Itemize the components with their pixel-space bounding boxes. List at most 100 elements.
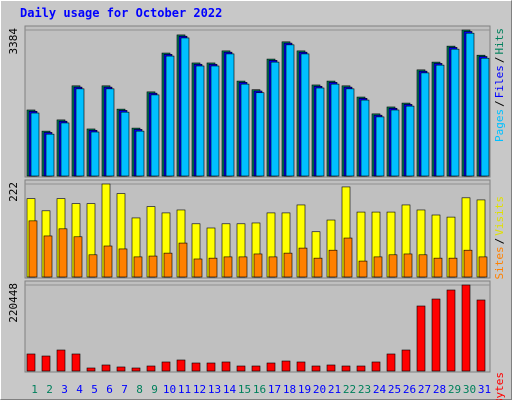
bar: [146, 365, 156, 372]
bar: [116, 366, 126, 372]
bar: [480, 57, 490, 177]
bar: [225, 53, 235, 177]
legend: Pages/Files/Hits: [493, 28, 506, 142]
legend-entry: Hits: [493, 28, 506, 55]
bar: [300, 53, 310, 177]
x-tick-label: 31: [478, 383, 491, 396]
bar: [463, 249, 473, 278]
bar: [105, 88, 115, 177]
y-tick-label: 222: [7, 182, 20, 202]
bar: [41, 355, 51, 372]
x-tick-label: 12: [193, 383, 206, 396]
x-tick-label: 22: [343, 383, 356, 396]
x-tick-label: 5: [91, 383, 98, 396]
bar: [58, 228, 68, 278]
x-tick-label: 20: [313, 383, 326, 396]
bar: [135, 130, 145, 177]
x-tick-label: 23: [358, 383, 371, 396]
bar: [478, 256, 488, 278]
bar: [433, 257, 443, 278]
bar: [435, 64, 445, 177]
bar: [416, 305, 426, 372]
bar: [238, 256, 248, 278]
bar: [251, 365, 261, 372]
bar: [165, 55, 175, 177]
bar: [313, 257, 323, 278]
x-tick-label: 21: [328, 383, 341, 396]
bar: [118, 248, 128, 278]
x-tick-label: 28: [433, 383, 446, 396]
bar: [296, 361, 306, 372]
bar: [373, 256, 383, 278]
bar: [283, 252, 293, 278]
bar: [298, 247, 308, 278]
bar: [193, 258, 203, 278]
bar: [311, 365, 321, 372]
x-tick-label: 30: [463, 383, 476, 396]
bar: [90, 131, 100, 177]
bar: [253, 253, 263, 278]
bar: [236, 365, 246, 372]
x-tick-label: 26: [403, 383, 416, 396]
bar: [131, 367, 141, 372]
bar: [446, 289, 456, 372]
bar: [150, 94, 160, 177]
bar: [403, 253, 413, 278]
y-tick-label: 3384: [7, 28, 20, 55]
bar: [268, 256, 278, 278]
bar: [285, 44, 295, 177]
legend-separator: /: [493, 238, 506, 245]
bar: [60, 122, 70, 177]
bar: [358, 260, 368, 278]
x-tick-label: 14: [223, 383, 237, 396]
bar: [476, 299, 486, 372]
bar: [56, 349, 66, 372]
bar: [73, 236, 83, 278]
bar: [418, 254, 428, 278]
legend-separator: /: [493, 57, 506, 64]
x-tick-label: 15: [238, 383, 251, 396]
bar: [210, 65, 220, 177]
legend-entry: Files: [493, 65, 506, 98]
bar: [326, 364, 336, 372]
bar: [28, 220, 38, 278]
bar: [255, 92, 265, 177]
bar: [461, 284, 471, 372]
bar: [341, 365, 351, 372]
bar: [71, 353, 81, 372]
bar: [345, 88, 355, 177]
bar: [161, 361, 171, 372]
x-tick-label: 2: [46, 383, 53, 396]
bar: [328, 249, 338, 278]
bar: [86, 367, 96, 372]
x-tick-label: 4: [76, 383, 83, 396]
legend: KBytes: [493, 372, 506, 400]
bar: [120, 111, 130, 177]
bar: [431, 298, 441, 372]
x-tick-label: 17: [268, 383, 281, 396]
bar: [221, 361, 231, 372]
legend-separator: /: [493, 100, 506, 107]
panel: [24, 280, 491, 373]
x-tick-label: 29: [448, 383, 461, 396]
bar: [88, 254, 98, 278]
bar: [240, 83, 250, 177]
x-tick-label: 25: [388, 383, 401, 396]
bar: [360, 99, 370, 177]
bar: [448, 257, 458, 278]
bar: [266, 362, 276, 372]
x-tick-label: 3: [61, 383, 68, 396]
bar: [75, 88, 85, 177]
bar: [420, 72, 430, 177]
bar: [30, 112, 40, 177]
bar: [195, 65, 205, 177]
bar: [270, 61, 280, 177]
chart-title: Daily usage for October 2022: [20, 6, 222, 20]
x-tick-label: 6: [106, 383, 113, 396]
bar: [133, 256, 143, 278]
x-tick-label: 10: [163, 383, 176, 396]
x-tick-label: 11: [178, 383, 191, 396]
legend-entry: Pages: [493, 109, 506, 142]
bar: [390, 109, 400, 177]
